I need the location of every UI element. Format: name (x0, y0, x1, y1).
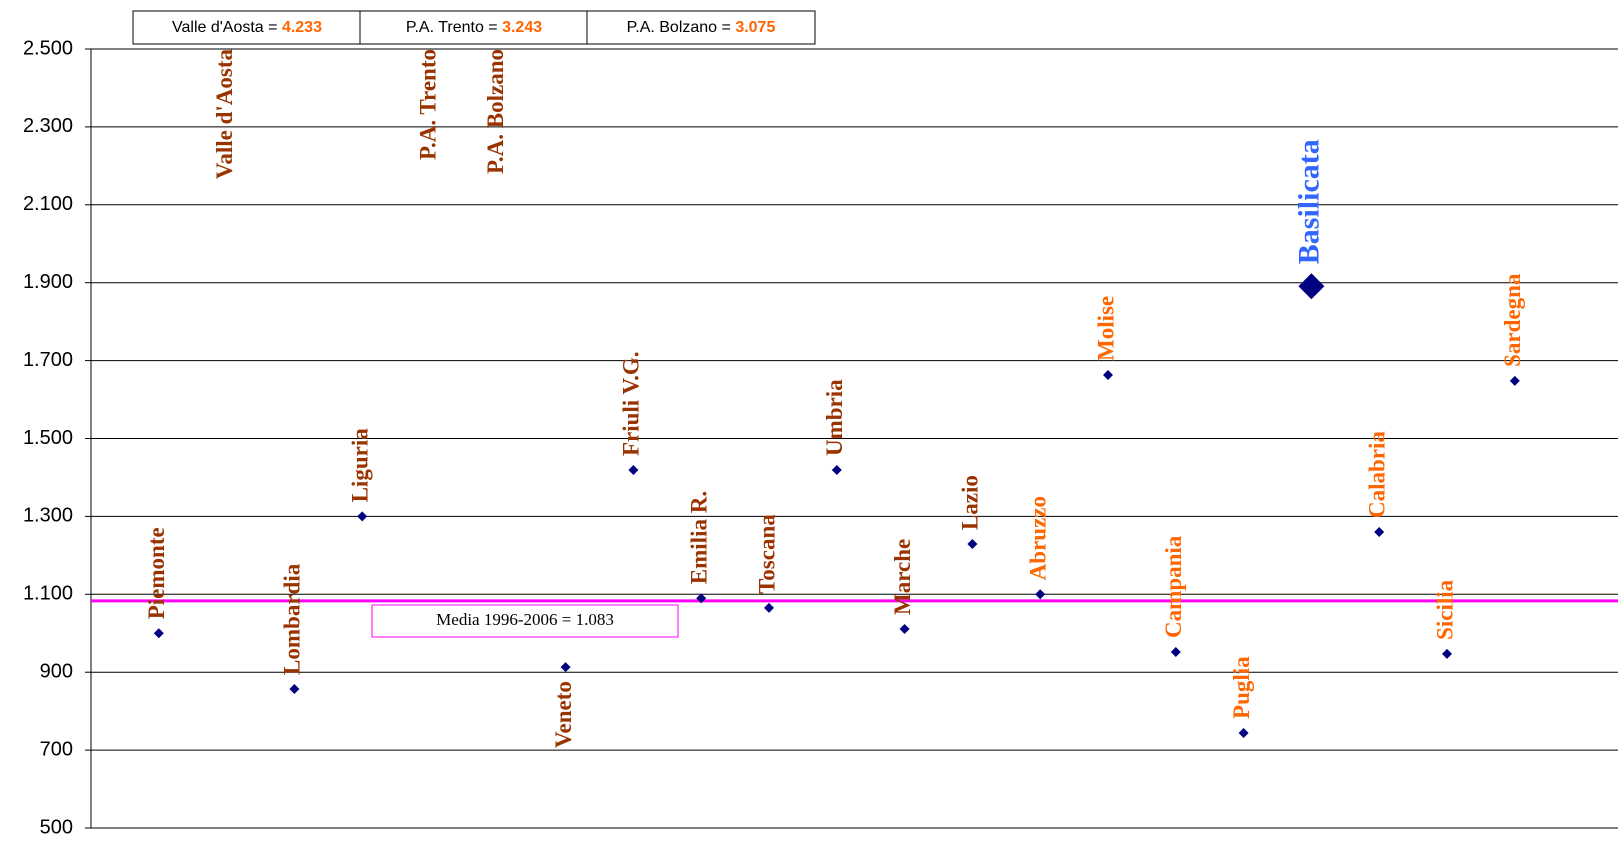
point (1103, 370, 1113, 381)
point (1238, 727, 1249, 738)
region-label: Basilicata (1292, 139, 1325, 264)
point (764, 602, 774, 613)
off-chart-name: P.A. Trento (406, 19, 484, 36)
off-chart-box (132, 10, 362, 45)
point (628, 465, 639, 476)
off-chart-name: Valle d'Aosta (172, 19, 264, 36)
point (357, 511, 368, 522)
y-tick-label: 500 (40, 816, 73, 838)
region-label: Liguria (347, 428, 372, 503)
off-chart-separator: = (264, 19, 282, 36)
region-label: Emilia R. (686, 491, 711, 584)
mean-label: Media 1996-2006 = 1.083 (436, 610, 614, 629)
point (899, 623, 910, 634)
region-label: Piemonte (144, 527, 169, 619)
off-chart-value: 3.243 (502, 19, 542, 36)
region-label: Puglia (1229, 656, 1254, 719)
region-label: Umbria (822, 379, 847, 456)
point (1170, 646, 1181, 657)
y-tick-label: 700 (40, 738, 73, 760)
y-tick-label: 2.100 (23, 193, 73, 215)
off-chart-label: Valle d'Aosta = 4.233 (172, 19, 322, 36)
off-chart-label: P.A. Bolzano = 3.075 (627, 19, 776, 36)
region-label: Campania (1161, 535, 1186, 638)
point (1442, 648, 1452, 659)
off-chart-separator: = (484, 19, 502, 36)
y-tick-label: 900 (40, 660, 73, 682)
off-chart-box (586, 10, 816, 45)
region-label: Toscana (754, 514, 779, 594)
point (1509, 375, 1520, 386)
y-tick-label: 1.500 (23, 427, 73, 449)
y-tick-label: 2.500 (23, 37, 73, 59)
point (831, 465, 842, 476)
point (289, 683, 300, 694)
point (1374, 526, 1385, 537)
off-chart-box (359, 10, 589, 45)
off-chart-value: 4.233 (282, 19, 322, 36)
y-tick-label: 1.700 (23, 349, 73, 371)
region-label: P.A. Bolzano (483, 49, 508, 174)
region-label: P.A. Trento (415, 49, 440, 160)
mean-label-box (371, 604, 679, 638)
region-label: Sicilia (1432, 579, 1457, 640)
point (560, 662, 571, 673)
region-label: Marche (890, 539, 915, 615)
point (153, 628, 164, 639)
off-chart-label: P.A. Trento = 3.243 (406, 19, 542, 36)
y-tick-label: 1.900 (23, 271, 73, 293)
y-tick-label: 1.300 (23, 505, 73, 527)
off-chart-name: P.A. Bolzano (627, 19, 718, 36)
region-label: Sardegna (1500, 273, 1525, 367)
point (967, 539, 978, 550)
point (1298, 273, 1325, 300)
y-tick-label: 1.100 (23, 583, 73, 605)
point (696, 593, 707, 604)
region-label: Lombardia (280, 563, 305, 675)
point (1035, 589, 1046, 600)
region-label: Friuli V.G. (619, 351, 644, 456)
region-label: Calabria (1364, 431, 1389, 518)
region-label: Lazio (958, 475, 983, 530)
y-tick-label: 2.300 (23, 115, 73, 137)
region-label: Abruzzo (1025, 496, 1050, 580)
region-label: Valle d'Aosta (212, 49, 237, 180)
off-chart-separator: = (717, 19, 735, 36)
region-label: Veneto (551, 681, 576, 748)
off-chart-value: 3.075 (735, 19, 775, 36)
region-label: Molise (1093, 296, 1118, 361)
